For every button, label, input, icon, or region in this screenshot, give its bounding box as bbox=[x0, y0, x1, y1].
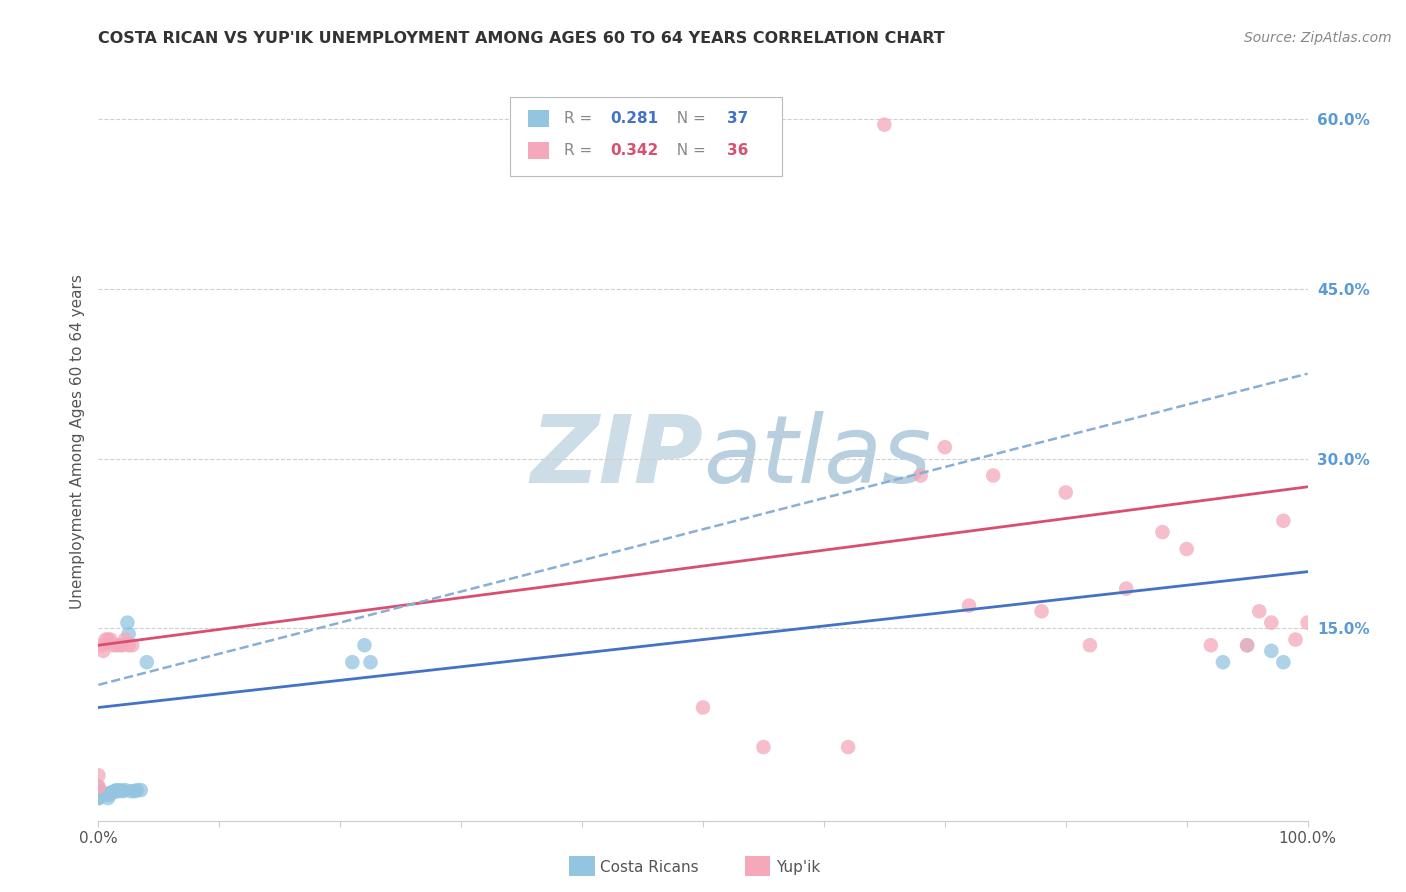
Point bbox=[97, 791, 120, 805]
Point bbox=[129, 783, 152, 797]
Point bbox=[87, 787, 110, 801]
Text: 0.342: 0.342 bbox=[610, 143, 658, 158]
Point bbox=[1272, 514, 1295, 528]
Point bbox=[87, 780, 110, 794]
Point bbox=[353, 638, 375, 652]
Point bbox=[111, 784, 134, 798]
Text: Costa Ricans: Costa Ricans bbox=[600, 861, 699, 875]
Point bbox=[87, 788, 110, 802]
Point bbox=[124, 784, 146, 798]
Point bbox=[127, 783, 149, 797]
Point bbox=[873, 118, 896, 132]
Point bbox=[1236, 638, 1258, 652]
Point bbox=[118, 627, 141, 641]
Point bbox=[87, 785, 110, 799]
Y-axis label: Unemployment Among Ages 60 to 64 years: Unemployment Among Ages 60 to 64 years bbox=[69, 274, 84, 609]
Point bbox=[105, 638, 128, 652]
Point bbox=[108, 783, 131, 797]
Point bbox=[1031, 604, 1053, 618]
Point bbox=[87, 783, 110, 797]
Point bbox=[91, 644, 114, 658]
Point bbox=[114, 783, 136, 797]
Text: N =: N = bbox=[666, 143, 710, 158]
Text: R =: R = bbox=[564, 143, 598, 158]
Point bbox=[1115, 582, 1137, 596]
Point bbox=[103, 784, 125, 798]
Text: Source: ZipAtlas.com: Source: ZipAtlas.com bbox=[1244, 31, 1392, 45]
Point bbox=[1152, 524, 1174, 539]
Point bbox=[1199, 638, 1222, 652]
Point bbox=[111, 638, 134, 652]
FancyBboxPatch shape bbox=[509, 96, 782, 177]
Text: Yup'ik: Yup'ik bbox=[776, 861, 820, 875]
Text: 36: 36 bbox=[727, 143, 748, 158]
Point bbox=[1296, 615, 1319, 630]
Point bbox=[1260, 644, 1282, 658]
Point bbox=[117, 615, 139, 630]
Point bbox=[87, 791, 110, 805]
Point bbox=[100, 632, 122, 647]
Point bbox=[108, 638, 131, 652]
Text: R =: R = bbox=[564, 111, 598, 126]
Point bbox=[107, 784, 129, 798]
Point bbox=[114, 632, 136, 647]
Text: 37: 37 bbox=[727, 111, 748, 126]
Point bbox=[1078, 638, 1101, 652]
Point bbox=[934, 440, 956, 454]
Point bbox=[87, 780, 110, 794]
FancyBboxPatch shape bbox=[527, 142, 550, 159]
Text: atlas: atlas bbox=[703, 411, 931, 502]
Point bbox=[1236, 638, 1258, 652]
Text: COSTA RICAN VS YUP'IK UNEMPLOYMENT AMONG AGES 60 TO 64 YEARS CORRELATION CHART: COSTA RICAN VS YUP'IK UNEMPLOYMENT AMONG… bbox=[98, 31, 945, 46]
Point bbox=[1212, 655, 1234, 669]
Point bbox=[98, 788, 121, 802]
Point bbox=[87, 788, 110, 802]
Point bbox=[957, 599, 980, 613]
Point bbox=[135, 655, 157, 669]
Point bbox=[91, 638, 114, 652]
Point bbox=[100, 785, 122, 799]
Point bbox=[97, 632, 120, 647]
Point bbox=[360, 655, 382, 669]
Point bbox=[94, 632, 117, 647]
Text: ZIP: ZIP bbox=[530, 410, 703, 503]
Point bbox=[94, 787, 117, 801]
Point bbox=[837, 740, 859, 755]
Text: N =: N = bbox=[666, 111, 710, 126]
Point bbox=[121, 638, 143, 652]
Text: 0.281: 0.281 bbox=[610, 111, 658, 126]
Point bbox=[1272, 655, 1295, 669]
Point bbox=[87, 791, 110, 805]
Point bbox=[1054, 485, 1077, 500]
Point bbox=[87, 784, 110, 798]
Point bbox=[1175, 542, 1198, 557]
Point bbox=[100, 787, 122, 801]
Point bbox=[342, 655, 364, 669]
Point bbox=[752, 740, 775, 755]
Point bbox=[87, 791, 110, 805]
Point bbox=[120, 784, 142, 798]
Point bbox=[692, 700, 714, 714]
Point bbox=[981, 468, 1004, 483]
Point bbox=[910, 468, 932, 483]
Point bbox=[1249, 604, 1271, 618]
Point bbox=[101, 638, 124, 652]
Point bbox=[118, 638, 141, 652]
Point bbox=[1260, 615, 1282, 630]
Point bbox=[87, 768, 110, 782]
Point bbox=[101, 785, 124, 799]
Point bbox=[93, 788, 115, 802]
Point bbox=[1284, 632, 1306, 647]
Point bbox=[105, 783, 128, 797]
FancyBboxPatch shape bbox=[527, 111, 550, 127]
Point bbox=[87, 789, 110, 803]
